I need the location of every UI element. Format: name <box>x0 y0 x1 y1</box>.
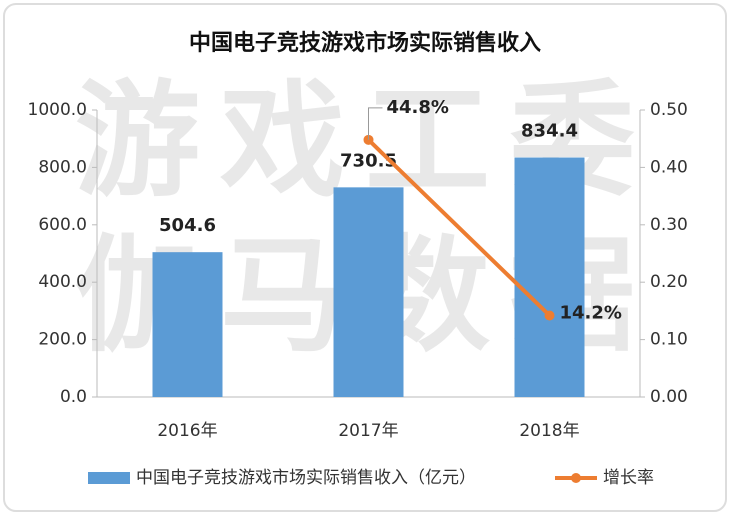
y-tick-label: 200.0 <box>38 330 87 350</box>
y2-tick-label: 0.40 <box>650 157 688 177</box>
x-tick-label: 2016年 <box>157 421 217 441</box>
leader-line <box>368 107 383 140</box>
legend-label: 中国电子竞技游戏市场实际销售收入（亿元） <box>136 468 476 488</box>
data-label: 834.4 <box>521 121 578 142</box>
x-tick-label: 2017年 <box>338 421 398 441</box>
data-label: 14.2% <box>560 302 622 323</box>
line-point <box>544 310 555 321</box>
y-tick-label: 800.0 <box>38 157 87 177</box>
y2-tick-label: 0.20 <box>650 272 688 292</box>
y2-tick-label: 0.30 <box>650 215 688 235</box>
x-tick-label: 2018年 <box>519 421 579 441</box>
data-label: 504.6 <box>159 215 216 236</box>
y2-tick-label: 0.50 <box>650 100 688 120</box>
y2-tick-label: 0.00 <box>650 387 688 407</box>
y-tick-label: 0.0 <box>60 387 87 407</box>
line <box>367 138 551 317</box>
data-label: 44.8% <box>387 97 449 118</box>
legend-swatch <box>571 473 581 483</box>
legend-swatch <box>88 472 130 484</box>
chart-title: 中国电子竞技游戏市场实际销售收入 <box>189 30 541 56</box>
bar <box>333 187 404 397</box>
y-tick-label: 600.0 <box>38 215 87 235</box>
legend-label: 增长率 <box>603 468 654 488</box>
y-tick-label: 1000.0 <box>28 100 87 120</box>
y2-tick-label: 0.10 <box>650 330 688 350</box>
y-tick-label: 400.0 <box>38 272 87 292</box>
bar <box>152 252 223 397</box>
bar <box>514 157 585 397</box>
